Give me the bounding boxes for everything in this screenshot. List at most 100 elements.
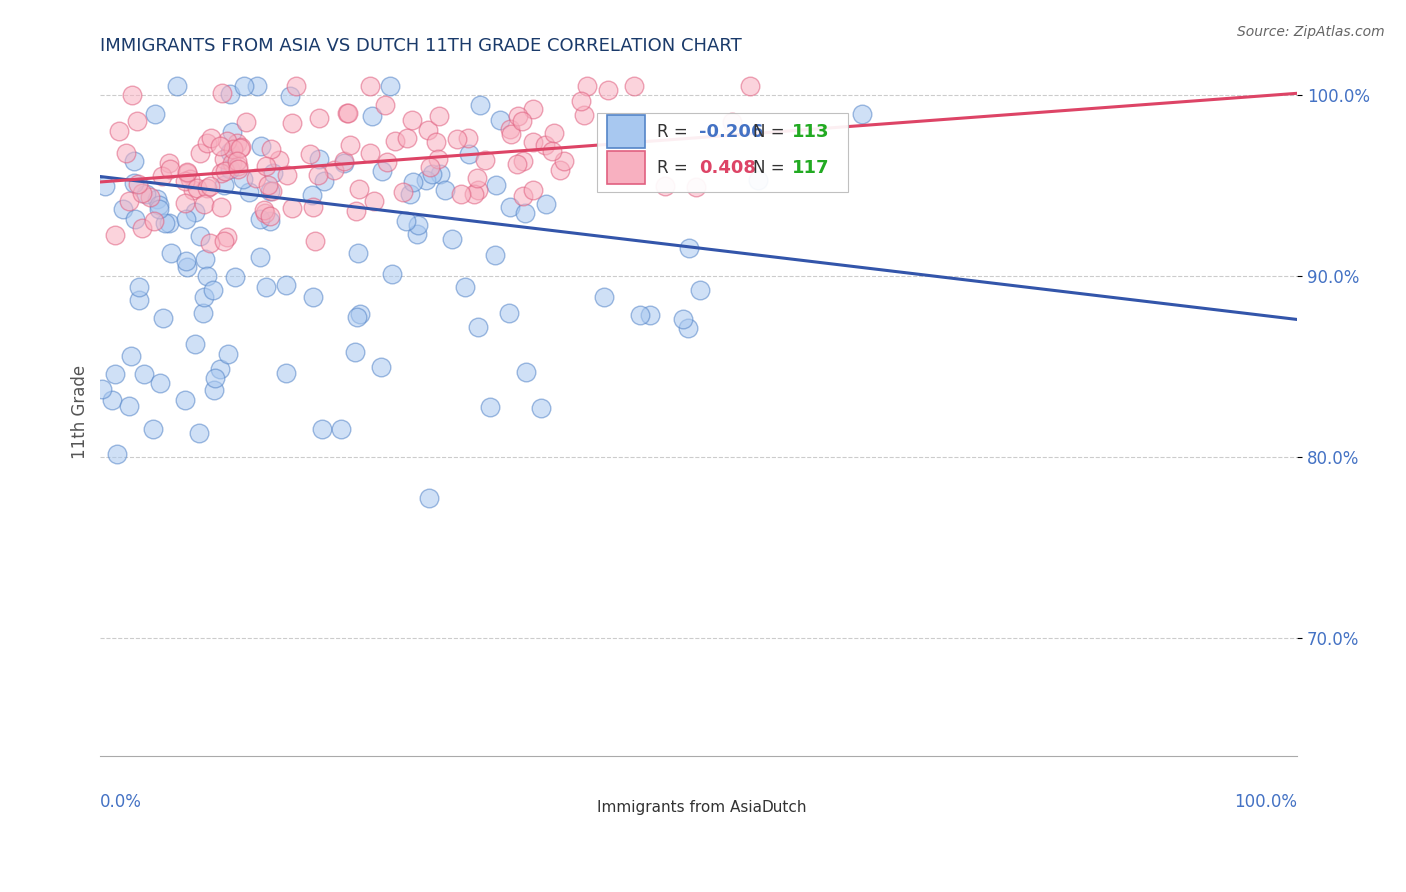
Point <box>128 279 150 293</box>
Point <box>200 130 222 145</box>
Point <box>157 156 180 170</box>
Point <box>344 345 367 359</box>
Point <box>184 337 207 351</box>
Point <box>359 78 381 93</box>
Point <box>215 134 238 148</box>
Point <box>678 241 700 255</box>
Point <box>209 139 232 153</box>
Point <box>184 205 207 219</box>
Point <box>374 98 396 112</box>
Point <box>249 212 271 227</box>
Point <box>214 152 236 166</box>
Point <box>510 114 533 128</box>
FancyBboxPatch shape <box>606 151 645 184</box>
Point <box>344 204 367 219</box>
Point <box>499 127 522 141</box>
Point <box>522 103 544 117</box>
Point <box>188 146 211 161</box>
Point <box>226 161 249 176</box>
Point <box>498 200 520 214</box>
Text: N =: N = <box>752 123 790 141</box>
Point <box>276 366 298 380</box>
Text: 0.408: 0.408 <box>699 159 756 177</box>
Point <box>406 227 429 241</box>
Point <box>195 268 218 283</box>
Point <box>148 202 170 217</box>
Point <box>128 293 150 307</box>
Point <box>104 367 127 381</box>
Point <box>533 138 555 153</box>
Point <box>201 283 224 297</box>
Point <box>115 145 138 160</box>
Point <box>231 140 253 154</box>
Point <box>142 214 165 228</box>
Point <box>150 169 173 183</box>
Point <box>468 98 491 112</box>
Point <box>221 125 243 139</box>
Point <box>378 78 401 93</box>
Point <box>450 186 472 201</box>
Point <box>285 78 308 93</box>
Point <box>419 160 441 174</box>
Point <box>166 78 188 93</box>
Point <box>553 154 575 169</box>
Point <box>148 198 170 212</box>
Point <box>308 152 330 166</box>
Point <box>416 122 439 136</box>
Point <box>418 491 440 506</box>
Point <box>381 268 404 282</box>
Y-axis label: 11th Grade: 11th Grade <box>72 365 89 458</box>
Point <box>142 422 165 436</box>
Point <box>574 108 596 122</box>
Point <box>174 211 197 226</box>
Text: 0.0%: 0.0% <box>100 793 142 812</box>
Point <box>267 153 290 167</box>
Point <box>598 83 620 97</box>
Point <box>720 115 742 129</box>
Point <box>260 184 283 198</box>
Point <box>689 283 711 297</box>
Point <box>246 78 269 93</box>
Point <box>187 425 209 440</box>
Point <box>623 78 645 93</box>
Point <box>638 308 661 322</box>
Point <box>105 447 128 461</box>
Point <box>143 107 166 121</box>
Point <box>576 78 599 93</box>
Point <box>254 206 277 220</box>
Point <box>218 87 240 101</box>
Point <box>654 179 676 194</box>
Point <box>214 164 236 178</box>
Point <box>176 165 198 179</box>
Point <box>308 112 330 126</box>
Point <box>262 166 284 180</box>
Point <box>426 152 449 166</box>
Point <box>446 132 468 146</box>
Point <box>174 253 197 268</box>
Point <box>259 214 281 228</box>
Point <box>465 170 488 185</box>
Point <box>245 171 267 186</box>
Point <box>548 162 571 177</box>
Text: Immigrants from Asia: Immigrants from Asia <box>598 799 762 814</box>
Text: N =: N = <box>752 159 790 177</box>
Point <box>118 399 141 413</box>
Point <box>395 131 418 145</box>
Point <box>676 320 699 334</box>
FancyBboxPatch shape <box>561 794 588 820</box>
Point <box>127 178 149 192</box>
Point <box>346 310 368 324</box>
Point <box>209 166 232 180</box>
Point <box>534 197 557 211</box>
Point <box>193 197 215 211</box>
Point <box>377 155 399 169</box>
Point <box>336 105 359 120</box>
Point <box>298 147 321 161</box>
Point <box>281 116 304 130</box>
Point <box>250 138 273 153</box>
Point <box>498 306 520 320</box>
Point <box>406 218 429 232</box>
Point <box>276 168 298 182</box>
Point <box>157 216 180 230</box>
Point <box>359 145 381 160</box>
